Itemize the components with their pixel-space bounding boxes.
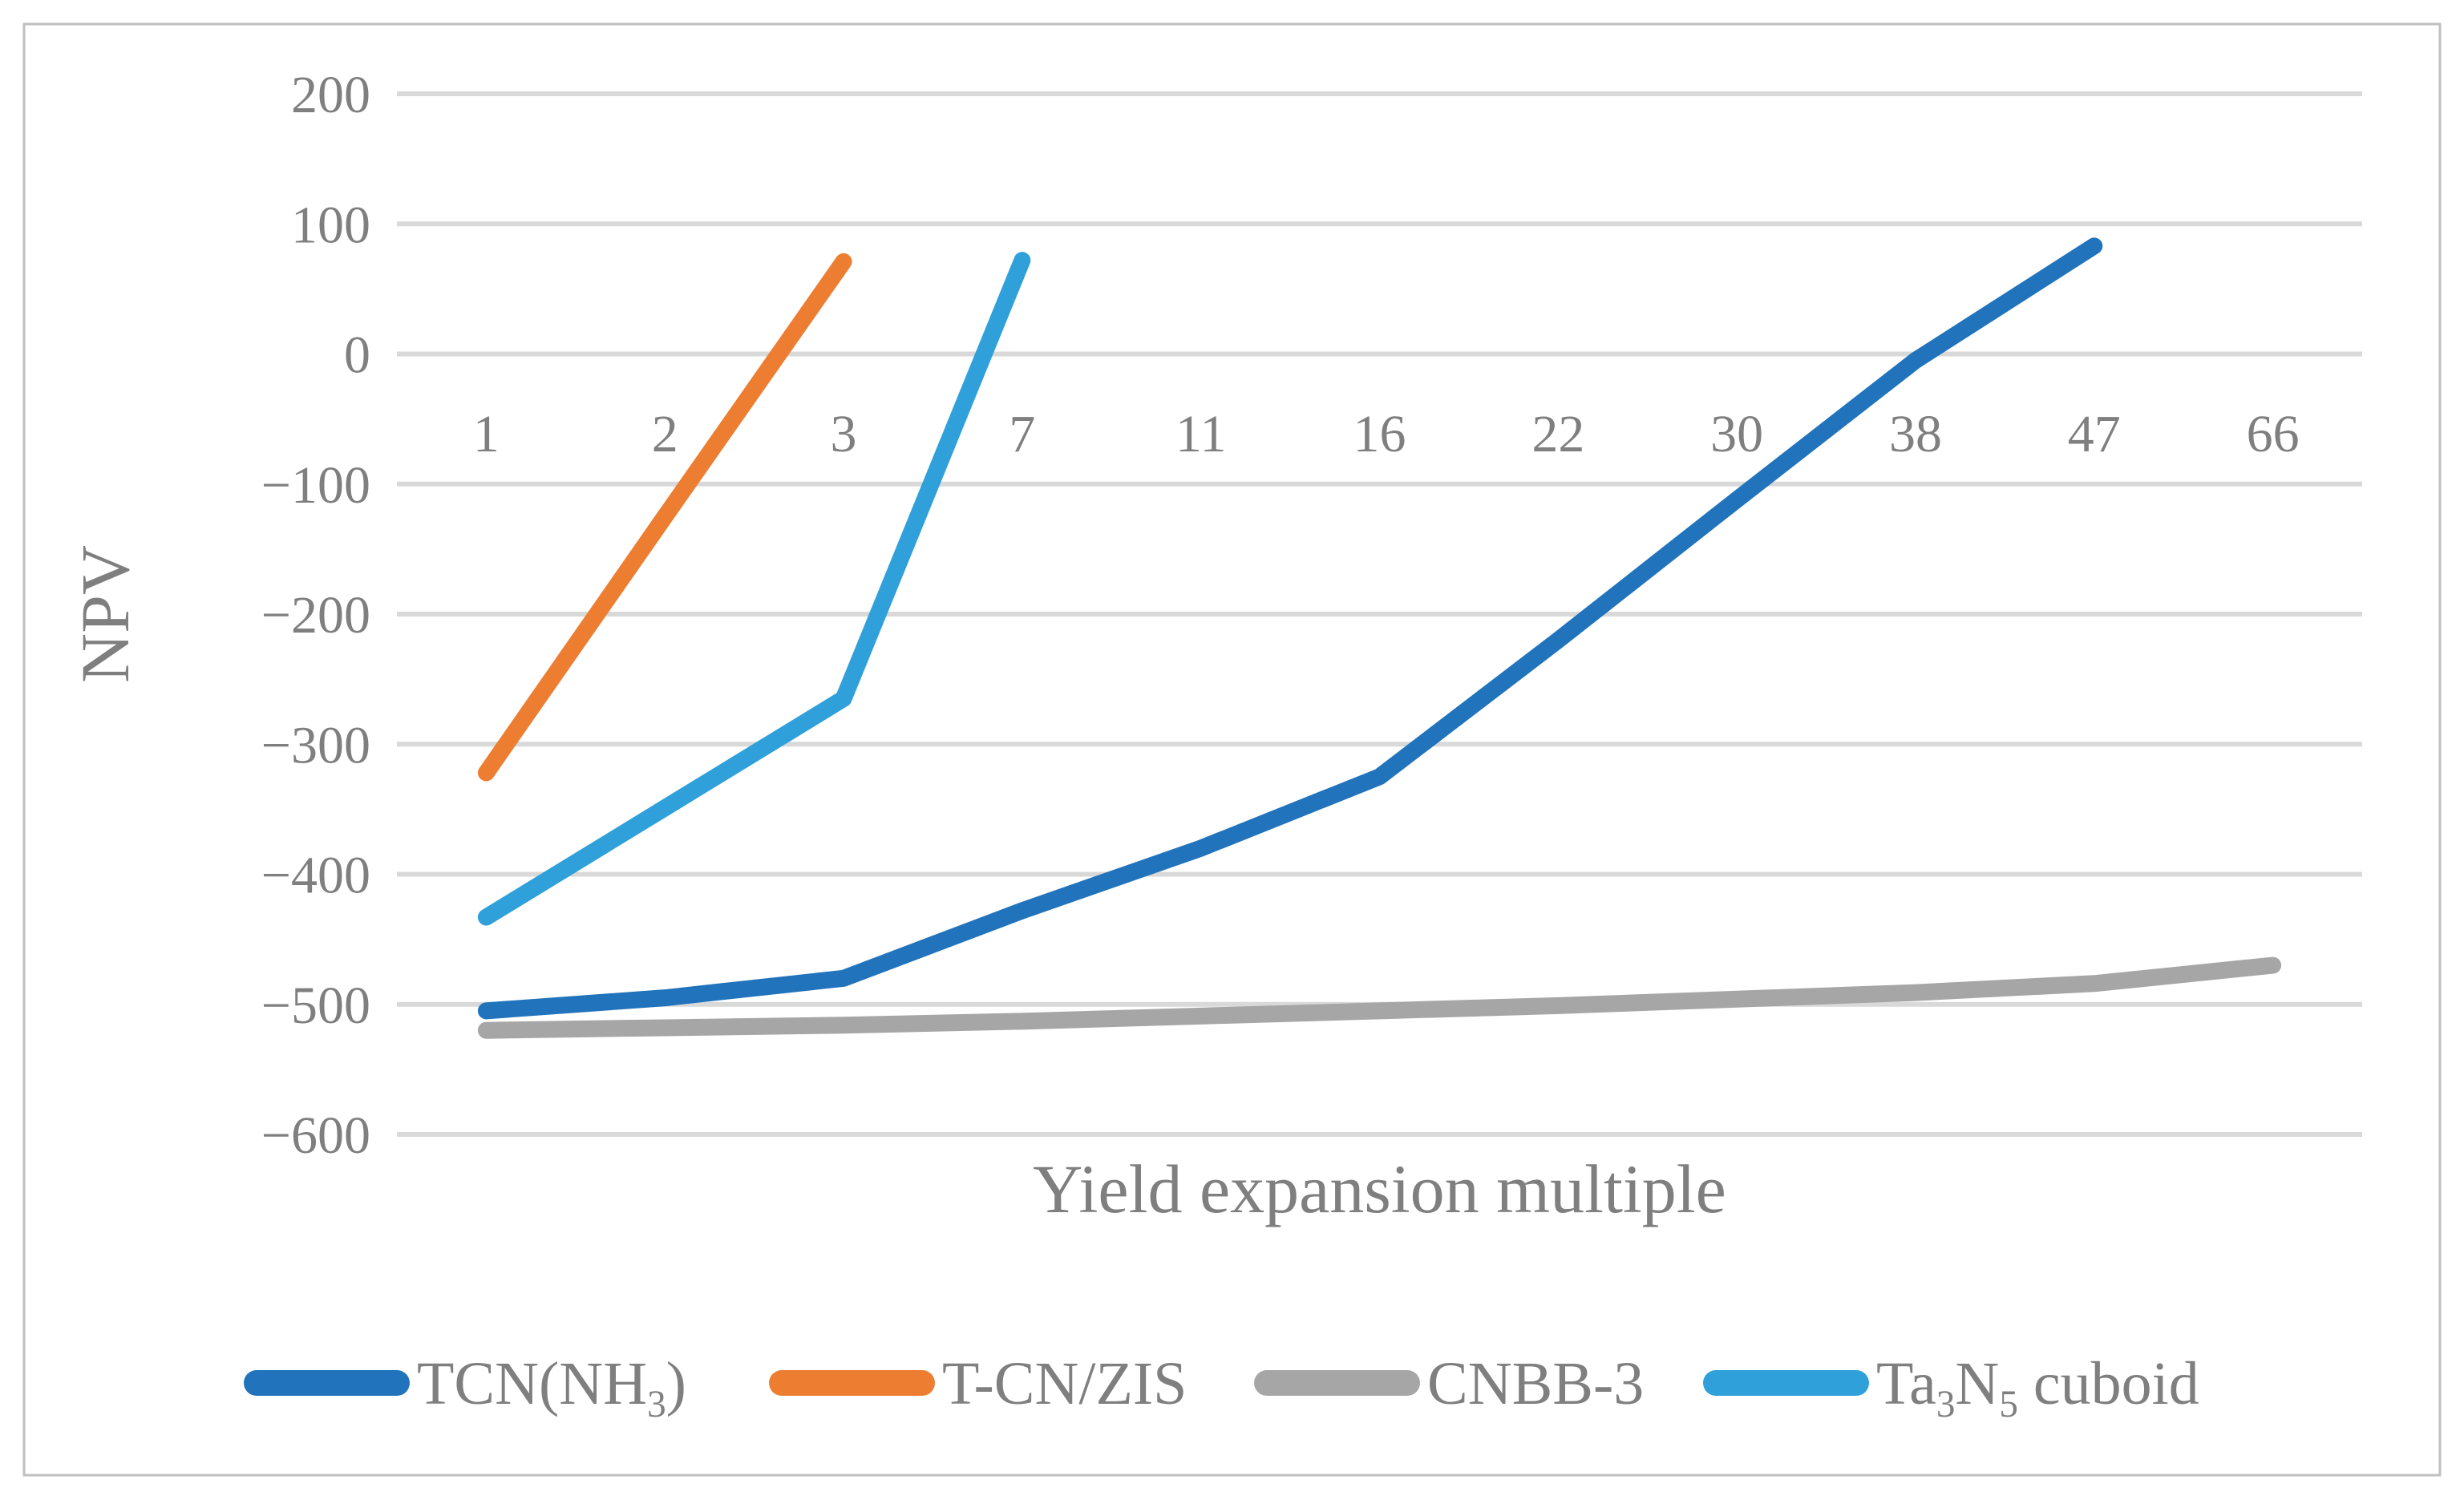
legend-label-tcn-nh3: TCN(NH3​) — [417, 1350, 686, 1425]
legend-label-ta3n5-cuboid: Ta3​N5​ cuboid — [1876, 1350, 2199, 1425]
y-tick-label--100: −100 — [261, 456, 370, 515]
series-line-tcn-nh3 — [477, 237, 2103, 1020]
y-tick-label--500: −500 — [261, 976, 370, 1035]
y-tick-label-0: 0 — [344, 326, 370, 385]
series-line-t-cn-zis — [477, 253, 852, 782]
x-category-label-11: 11 — [1175, 405, 1227, 463]
y-tick-label--600: −600 — [261, 1106, 370, 1165]
y-tick-label-100: 100 — [291, 196, 370, 254]
x-category-label-7: 7 — [1009, 405, 1035, 463]
x-category-label-22: 22 — [1531, 405, 1584, 463]
y-tick-label--200: −200 — [261, 586, 370, 645]
x-category-label-16: 16 — [1353, 405, 1406, 463]
y-tick-label--300: −300 — [261, 716, 370, 774]
x-category-label-38: 38 — [1889, 405, 1942, 463]
x-category-label-1: 1 — [473, 405, 500, 463]
x-category-label-3: 3 — [831, 405, 857, 463]
x-category-label-66: 66 — [2247, 405, 2300, 463]
figure-border — [22, 22, 2442, 1477]
legend-label-cnbb-3: CNBB-3 — [1427, 1350, 1644, 1417]
x-category-label-47: 47 — [2068, 405, 2121, 463]
legend-label-t-cn-zis: T-CN/ZIS — [942, 1350, 1187, 1417]
y-tick-label-200: 200 — [291, 66, 370, 124]
x-category-label-2: 2 — [652, 405, 678, 463]
series-line-ta3n5-cuboid — [477, 252, 1031, 926]
y-tick-label--400: −400 — [261, 847, 370, 905]
x-axis-title: Yield expansion multiple — [1033, 1150, 1726, 1227]
y-axis-title: NPV — [67, 545, 144, 683]
series-line-cnbb-3 — [477, 956, 2282, 1039]
x-category-label-30: 30 — [1710, 405, 1763, 463]
